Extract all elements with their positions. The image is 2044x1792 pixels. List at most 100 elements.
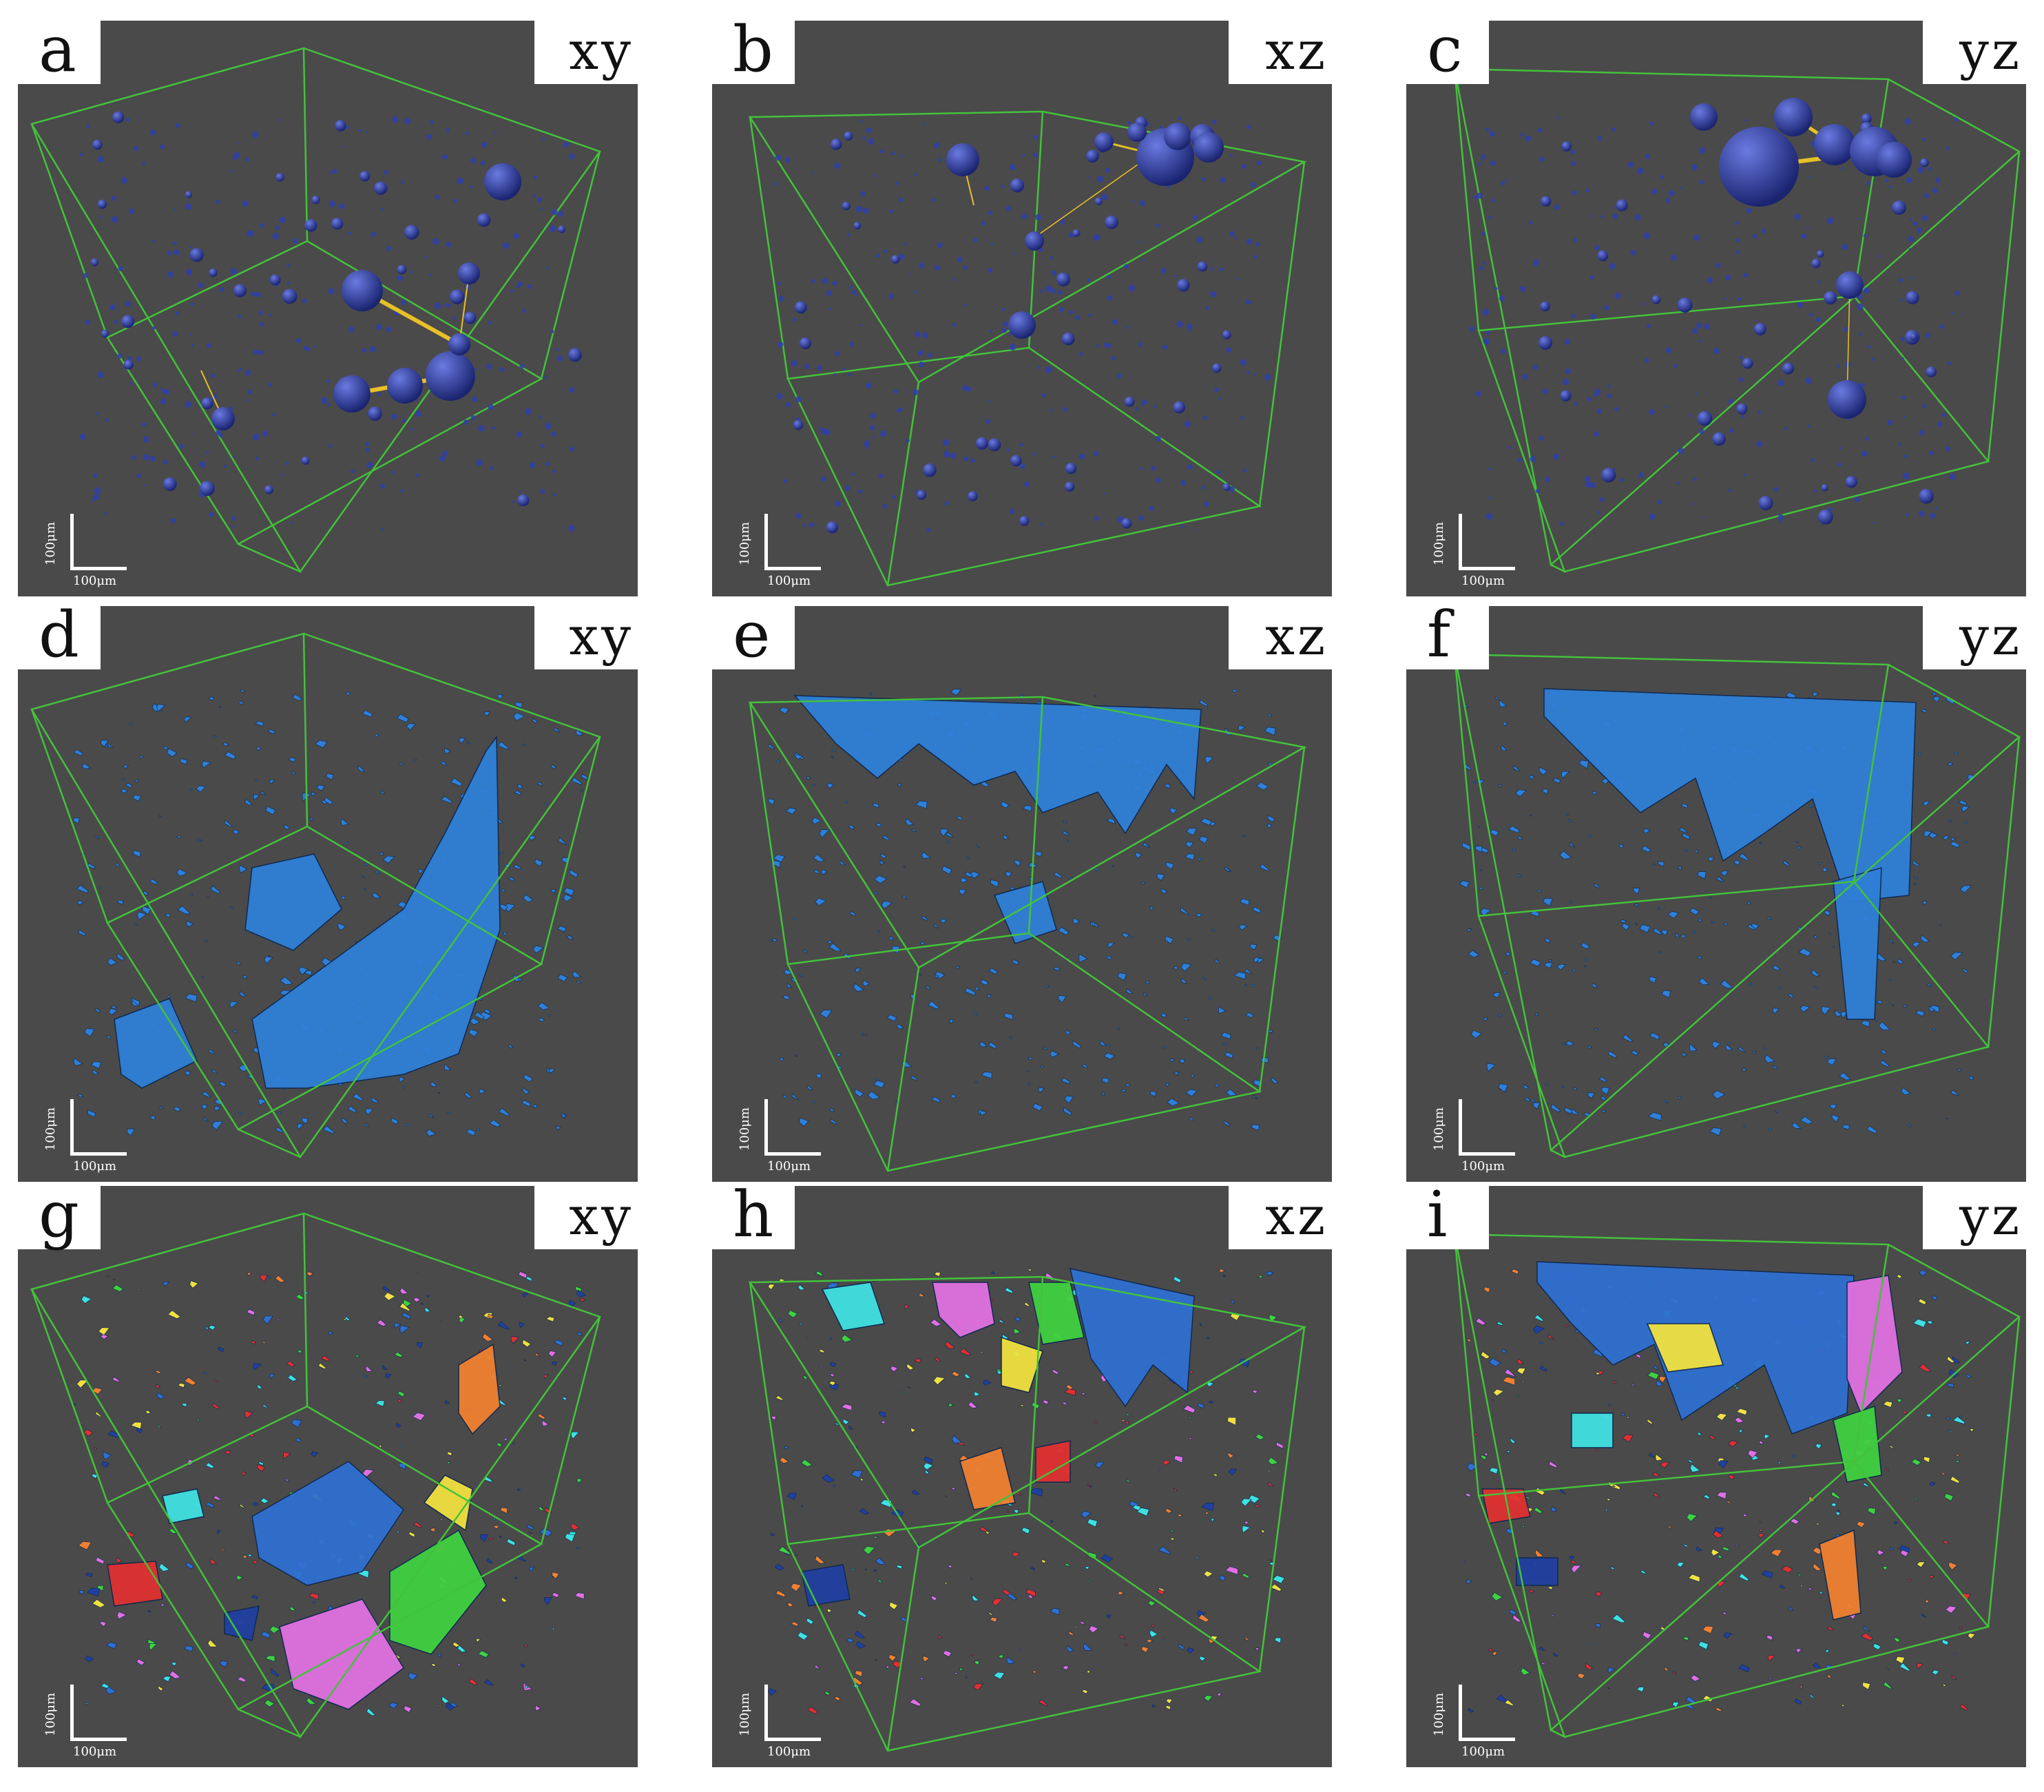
scene-h [748, 1268, 1307, 1752]
scene-g [30, 1212, 601, 1739]
scale-bar-vertical-label: 100μm [1432, 1107, 1447, 1152]
scale-bar-vertical [70, 1685, 74, 1741]
bounding-box [1453, 653, 2021, 1158]
scale-bar-horizontal [70, 567, 127, 570]
panel-h: h xz 100μm 100μm [712, 1186, 1332, 1767]
panel-c: c yz 100μm 100μm [1406, 21, 2026, 596]
bounding-box [748, 1275, 1307, 1752]
scale-bar-vertical-label: 100μm [43, 1692, 59, 1737]
scale-bar-vertical [764, 514, 768, 570]
large-pores [1539, 98, 1912, 419]
scene-a [30, 47, 601, 574]
scale-bar-horizontal [70, 1152, 127, 1156]
bounding-box [1453, 1233, 2021, 1738]
bounding-box [748, 110, 1307, 587]
scene-c [1453, 67, 2021, 573]
view-label: xz [1229, 606, 1332, 669]
scale-bar-horizontal [1459, 1152, 1515, 1156]
letter-box: g [18, 1186, 101, 1249]
scale-bar: 100μm 100μm [1431, 1087, 1548, 1176]
scale-bar-vertical [70, 514, 74, 570]
panel-letter: b [733, 21, 773, 86]
panel-i: i yz 100μm 100μm [1406, 1186, 2026, 1767]
view-label: yz [1923, 21, 2026, 84]
bounding-box [30, 632, 601, 1159]
scale-bar-vertical [70, 1099, 74, 1156]
scale-bar-horizontal [1459, 1738, 1515, 1741]
scale-bar: 100μm 100μm [1431, 501, 1548, 591]
scale-bar: 100μm 100μm [43, 501, 160, 591]
view-label: xy [534, 606, 638, 669]
letter-box: d [18, 606, 101, 669]
scale-bar-horizontal-label: 100μm [73, 1159, 117, 1174]
pore-spheres [79, 111, 582, 532]
scene-f [1453, 653, 2021, 1158]
scale-bar: 100μm 100μm [737, 1672, 854, 1762]
view-label: yz [1923, 606, 2026, 669]
crack-sheets [114, 735, 501, 1089]
panel-letter: a [39, 21, 76, 86]
scale-bar-horizontal-label: 100μm [1461, 574, 1505, 588]
crack-sheets [801, 1268, 1195, 1607]
view-label: xz [1229, 21, 1332, 84]
letter-box: a [18, 21, 101, 84]
crack-sheets [1481, 1261, 1903, 1621]
scale-bar-vertical-label: 100μm [43, 521, 59, 566]
panel-g: g xy 100μm 100μm [18, 1186, 638, 1767]
scale-bar-vertical-label: 100μm [43, 1107, 59, 1152]
panel-letter: f [1427, 606, 1451, 671]
scale-bar-horizontal-label: 100μm [73, 574, 117, 588]
scene-i [1453, 1233, 2021, 1738]
panel-letter: e [733, 606, 771, 671]
scale-bar-horizontal-label: 100μm [767, 574, 811, 588]
panel-letter: g [39, 1186, 79, 1251]
panel-e: e xz 100μm 100μm [712, 606, 1332, 1182]
scale-bar: 100μm 100μm [43, 1672, 160, 1762]
scale-bar-horizontal [70, 1738, 127, 1741]
letter-box: i [1406, 1186, 1489, 1249]
view-label: yz [1923, 1186, 2026, 1249]
scale-bar-horizontal [764, 567, 821, 570]
scene-d [30, 632, 601, 1159]
scale-bar: 100μm 100μm [737, 501, 854, 591]
scene-e [748, 688, 1307, 1172]
scale-bar-horizontal-label: 100μm [73, 1744, 117, 1759]
bounding-box [30, 47, 601, 574]
bounding-box [30, 1212, 601, 1739]
crack-sheets [1543, 688, 1917, 1020]
scale-bar-horizontal-label: 100μm [767, 1159, 811, 1174]
pore-spheres [774, 116, 1271, 534]
letter-box: c [1406, 21, 1489, 84]
crack-fragments [767, 1269, 1285, 1714]
scale-bar-vertical [1459, 514, 1462, 570]
scale-bar-horizontal-label: 100μm [767, 1744, 811, 1759]
panel-letter: c [1427, 21, 1463, 86]
letter-box: h [712, 1186, 795, 1249]
scale-bar-horizontal-label: 100μm [1461, 1744, 1505, 1759]
letter-box: e [712, 606, 795, 669]
scale-bar-vertical-label: 100μm [1432, 521, 1447, 566]
scale-bar-vertical [764, 1099, 768, 1156]
letter-box: f [1406, 606, 1489, 669]
crack-sheets [793, 695, 1202, 944]
panel-letter: i [1427, 1186, 1448, 1251]
bounding-box [748, 696, 1307, 1172]
view-label: xz [1229, 1186, 1332, 1249]
large-pores [211, 163, 521, 430]
scale-bar-horizontal [1459, 567, 1515, 570]
scale-bar-vertical-label: 100μm [738, 1107, 753, 1152]
view-label: xy [534, 1186, 638, 1249]
large-pores [946, 123, 1224, 339]
scale-bar-vertical [1459, 1099, 1462, 1156]
panel-letter: d [39, 606, 79, 671]
scale-bar: 100μm 100μm [737, 1087, 854, 1176]
scale-bar-vertical-label: 100μm [1432, 1692, 1447, 1737]
scale-bar: 100μm 100μm [43, 1087, 160, 1176]
view-label: xy [534, 21, 638, 84]
panel-f: f yz 100μm 100μm [1406, 606, 2026, 1182]
scale-bar-vertical-label: 100μm [738, 1692, 753, 1737]
scale-bar-horizontal [764, 1152, 821, 1156]
scene-b [748, 110, 1307, 587]
panel-b: b xz 100μm 100μm [712, 21, 1332, 596]
scale-bar-vertical [764, 1685, 768, 1741]
